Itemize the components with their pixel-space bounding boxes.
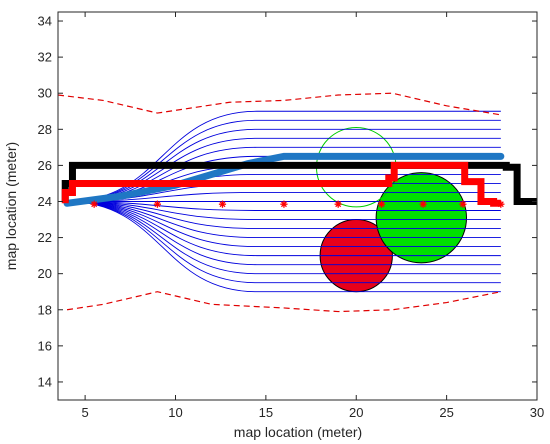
x-tick-label-3: 20 <box>349 405 363 420</box>
y-axis-label: map location (meter) <box>3 142 19 270</box>
axes: 5 10 15 20 25 30 14 16 18 20 22 24 26 28 30 32 34 <box>38 11 544 420</box>
waypoint-3 <box>280 200 288 208</box>
candidate-path-3 <box>67 201 501 266</box>
x-tick-label-5: 30 <box>530 405 544 420</box>
y-tick-label-10: 34 <box>38 14 52 29</box>
series-optimal-path <box>63 152 505 207</box>
waypoint-2 <box>218 200 227 208</box>
waypoint-7 <box>459 200 467 208</box>
candidate-path-4 <box>67 201 501 257</box>
waypoint-4 <box>334 200 342 208</box>
y-tick-label-4: 22 <box>38 230 52 245</box>
y-tick-label-1: 16 <box>38 338 52 353</box>
candidate-path-2 <box>67 201 501 275</box>
series-black-path <box>61 161 537 205</box>
y-tick-label-0: 14 <box>38 374 52 389</box>
x-tick-label-1: 10 <box>168 405 182 420</box>
x-axis-label: map location (meter) <box>234 424 362 440</box>
candidate-path-0 <box>67 201 501 293</box>
waypoint-8 <box>497 200 505 208</box>
waypoint-0 <box>90 200 98 208</box>
series-lower-boundary <box>66 291 501 313</box>
candidate-path-6 <box>67 201 501 239</box>
series-upper-boundary <box>58 92 501 116</box>
x-tick-label-2: 15 <box>259 405 273 420</box>
x-tick-label-4: 25 <box>439 405 453 420</box>
series-red-path <box>61 161 501 207</box>
y-tick-label-3: 20 <box>38 266 52 281</box>
candidate-path-5 <box>67 201 501 248</box>
y-tick-label-6: 26 <box>38 158 52 173</box>
y-tick-label-7: 28 <box>38 122 52 137</box>
x-tick-label-0: 5 <box>81 405 88 420</box>
y-tick-label-8: 30 <box>38 86 52 101</box>
waypoint-6 <box>419 200 427 208</box>
y-tick-label-5: 24 <box>38 194 52 209</box>
y-tick-label-9: 32 <box>38 50 52 65</box>
data-layer <box>58 92 537 313</box>
obstacle-green-1 <box>375 172 468 264</box>
waypoint-1 <box>153 200 162 208</box>
axes-box <box>57 11 538 401</box>
candidate-path-1 <box>67 201 501 284</box>
y-tick-label-2: 18 <box>38 302 52 317</box>
waypoint-5 <box>377 200 386 208</box>
